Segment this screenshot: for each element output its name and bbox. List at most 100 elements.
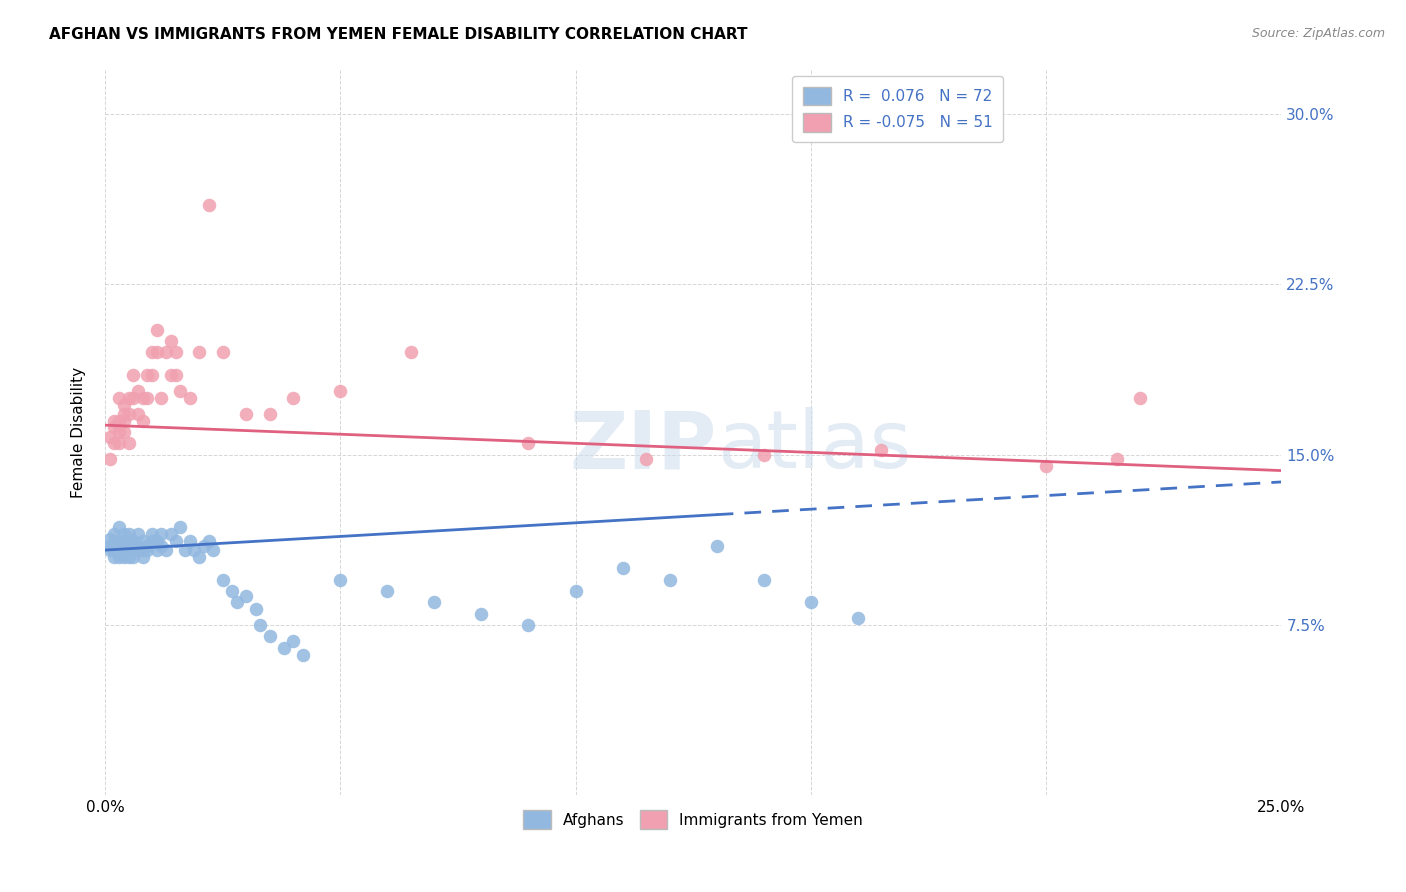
Point xyxy=(846,611,869,625)
Point xyxy=(870,443,893,458)
Point xyxy=(117,436,139,450)
Point xyxy=(136,391,159,405)
Point xyxy=(141,533,163,548)
Point xyxy=(122,368,145,383)
Point xyxy=(517,618,540,632)
Point xyxy=(103,420,125,434)
Point xyxy=(202,543,225,558)
Point xyxy=(117,527,139,541)
Point xyxy=(193,539,215,553)
Point xyxy=(98,452,121,467)
Y-axis label: Female Disability: Female Disability xyxy=(72,367,86,498)
Point xyxy=(122,543,145,558)
Point xyxy=(108,533,131,548)
Point xyxy=(752,573,775,587)
Point xyxy=(108,391,131,405)
Point xyxy=(273,640,295,655)
Point xyxy=(245,602,267,616)
Point xyxy=(136,539,159,553)
Point xyxy=(612,561,634,575)
Point xyxy=(145,323,167,337)
Text: ZIP: ZIP xyxy=(569,408,717,485)
Point xyxy=(188,549,211,564)
Point xyxy=(155,345,177,359)
Point xyxy=(259,407,281,421)
Point xyxy=(141,527,163,541)
Point xyxy=(131,533,153,548)
Point xyxy=(112,549,135,564)
Point xyxy=(145,543,167,558)
Point xyxy=(141,345,163,359)
Point xyxy=(174,543,197,558)
Point xyxy=(235,407,257,421)
Point xyxy=(141,368,163,383)
Point xyxy=(160,334,183,348)
Point xyxy=(517,436,540,450)
Point xyxy=(117,533,139,548)
Point xyxy=(188,345,211,359)
Point xyxy=(375,584,398,599)
Point xyxy=(800,595,823,609)
Point xyxy=(127,527,149,541)
Point xyxy=(249,618,271,632)
Point xyxy=(108,425,131,439)
Point xyxy=(136,543,159,558)
Point xyxy=(117,543,139,558)
Point xyxy=(131,543,153,558)
Point xyxy=(150,527,173,541)
Point xyxy=(150,539,173,553)
Point xyxy=(658,573,681,587)
Point xyxy=(183,543,205,558)
Point xyxy=(329,384,352,398)
Point xyxy=(98,543,121,558)
Point xyxy=(329,573,352,587)
Point xyxy=(131,391,153,405)
Text: AFGHAN VS IMMIGRANTS FROM YEMEN FEMALE DISABILITY CORRELATION CHART: AFGHAN VS IMMIGRANTS FROM YEMEN FEMALE D… xyxy=(49,27,748,42)
Point xyxy=(108,436,131,450)
Point xyxy=(112,425,135,439)
Point xyxy=(179,391,201,405)
Text: Source: ZipAtlas.com: Source: ZipAtlas.com xyxy=(1251,27,1385,40)
Point xyxy=(283,634,305,648)
Point xyxy=(103,533,125,548)
Point xyxy=(117,407,139,421)
Point xyxy=(470,607,492,621)
Point xyxy=(145,533,167,548)
Point xyxy=(112,533,135,548)
Point xyxy=(165,368,187,383)
Point xyxy=(221,584,243,599)
Point xyxy=(112,407,135,421)
Point xyxy=(98,429,121,443)
Point xyxy=(706,539,728,553)
Point xyxy=(122,549,145,564)
Point xyxy=(165,345,187,359)
Point xyxy=(122,391,145,405)
Point xyxy=(169,520,191,534)
Point xyxy=(636,452,658,467)
Point xyxy=(259,629,281,643)
Point xyxy=(112,539,135,553)
Point xyxy=(1129,391,1152,405)
Point xyxy=(283,391,305,405)
Point xyxy=(399,345,422,359)
Point xyxy=(112,527,135,541)
Point xyxy=(752,448,775,462)
Point xyxy=(108,543,131,558)
Point xyxy=(155,543,177,558)
Point xyxy=(165,533,187,548)
Point xyxy=(235,589,257,603)
Point xyxy=(197,533,219,548)
Point xyxy=(117,539,139,553)
Point xyxy=(127,543,149,558)
Point xyxy=(127,539,149,553)
Point xyxy=(103,414,125,428)
Point xyxy=(1105,452,1128,467)
Point xyxy=(108,539,131,553)
Point xyxy=(122,533,145,548)
Text: atlas: atlas xyxy=(717,408,911,485)
Point xyxy=(127,407,149,421)
Point xyxy=(103,436,125,450)
Point xyxy=(103,543,125,558)
Point xyxy=(117,549,139,564)
Point xyxy=(108,414,131,428)
